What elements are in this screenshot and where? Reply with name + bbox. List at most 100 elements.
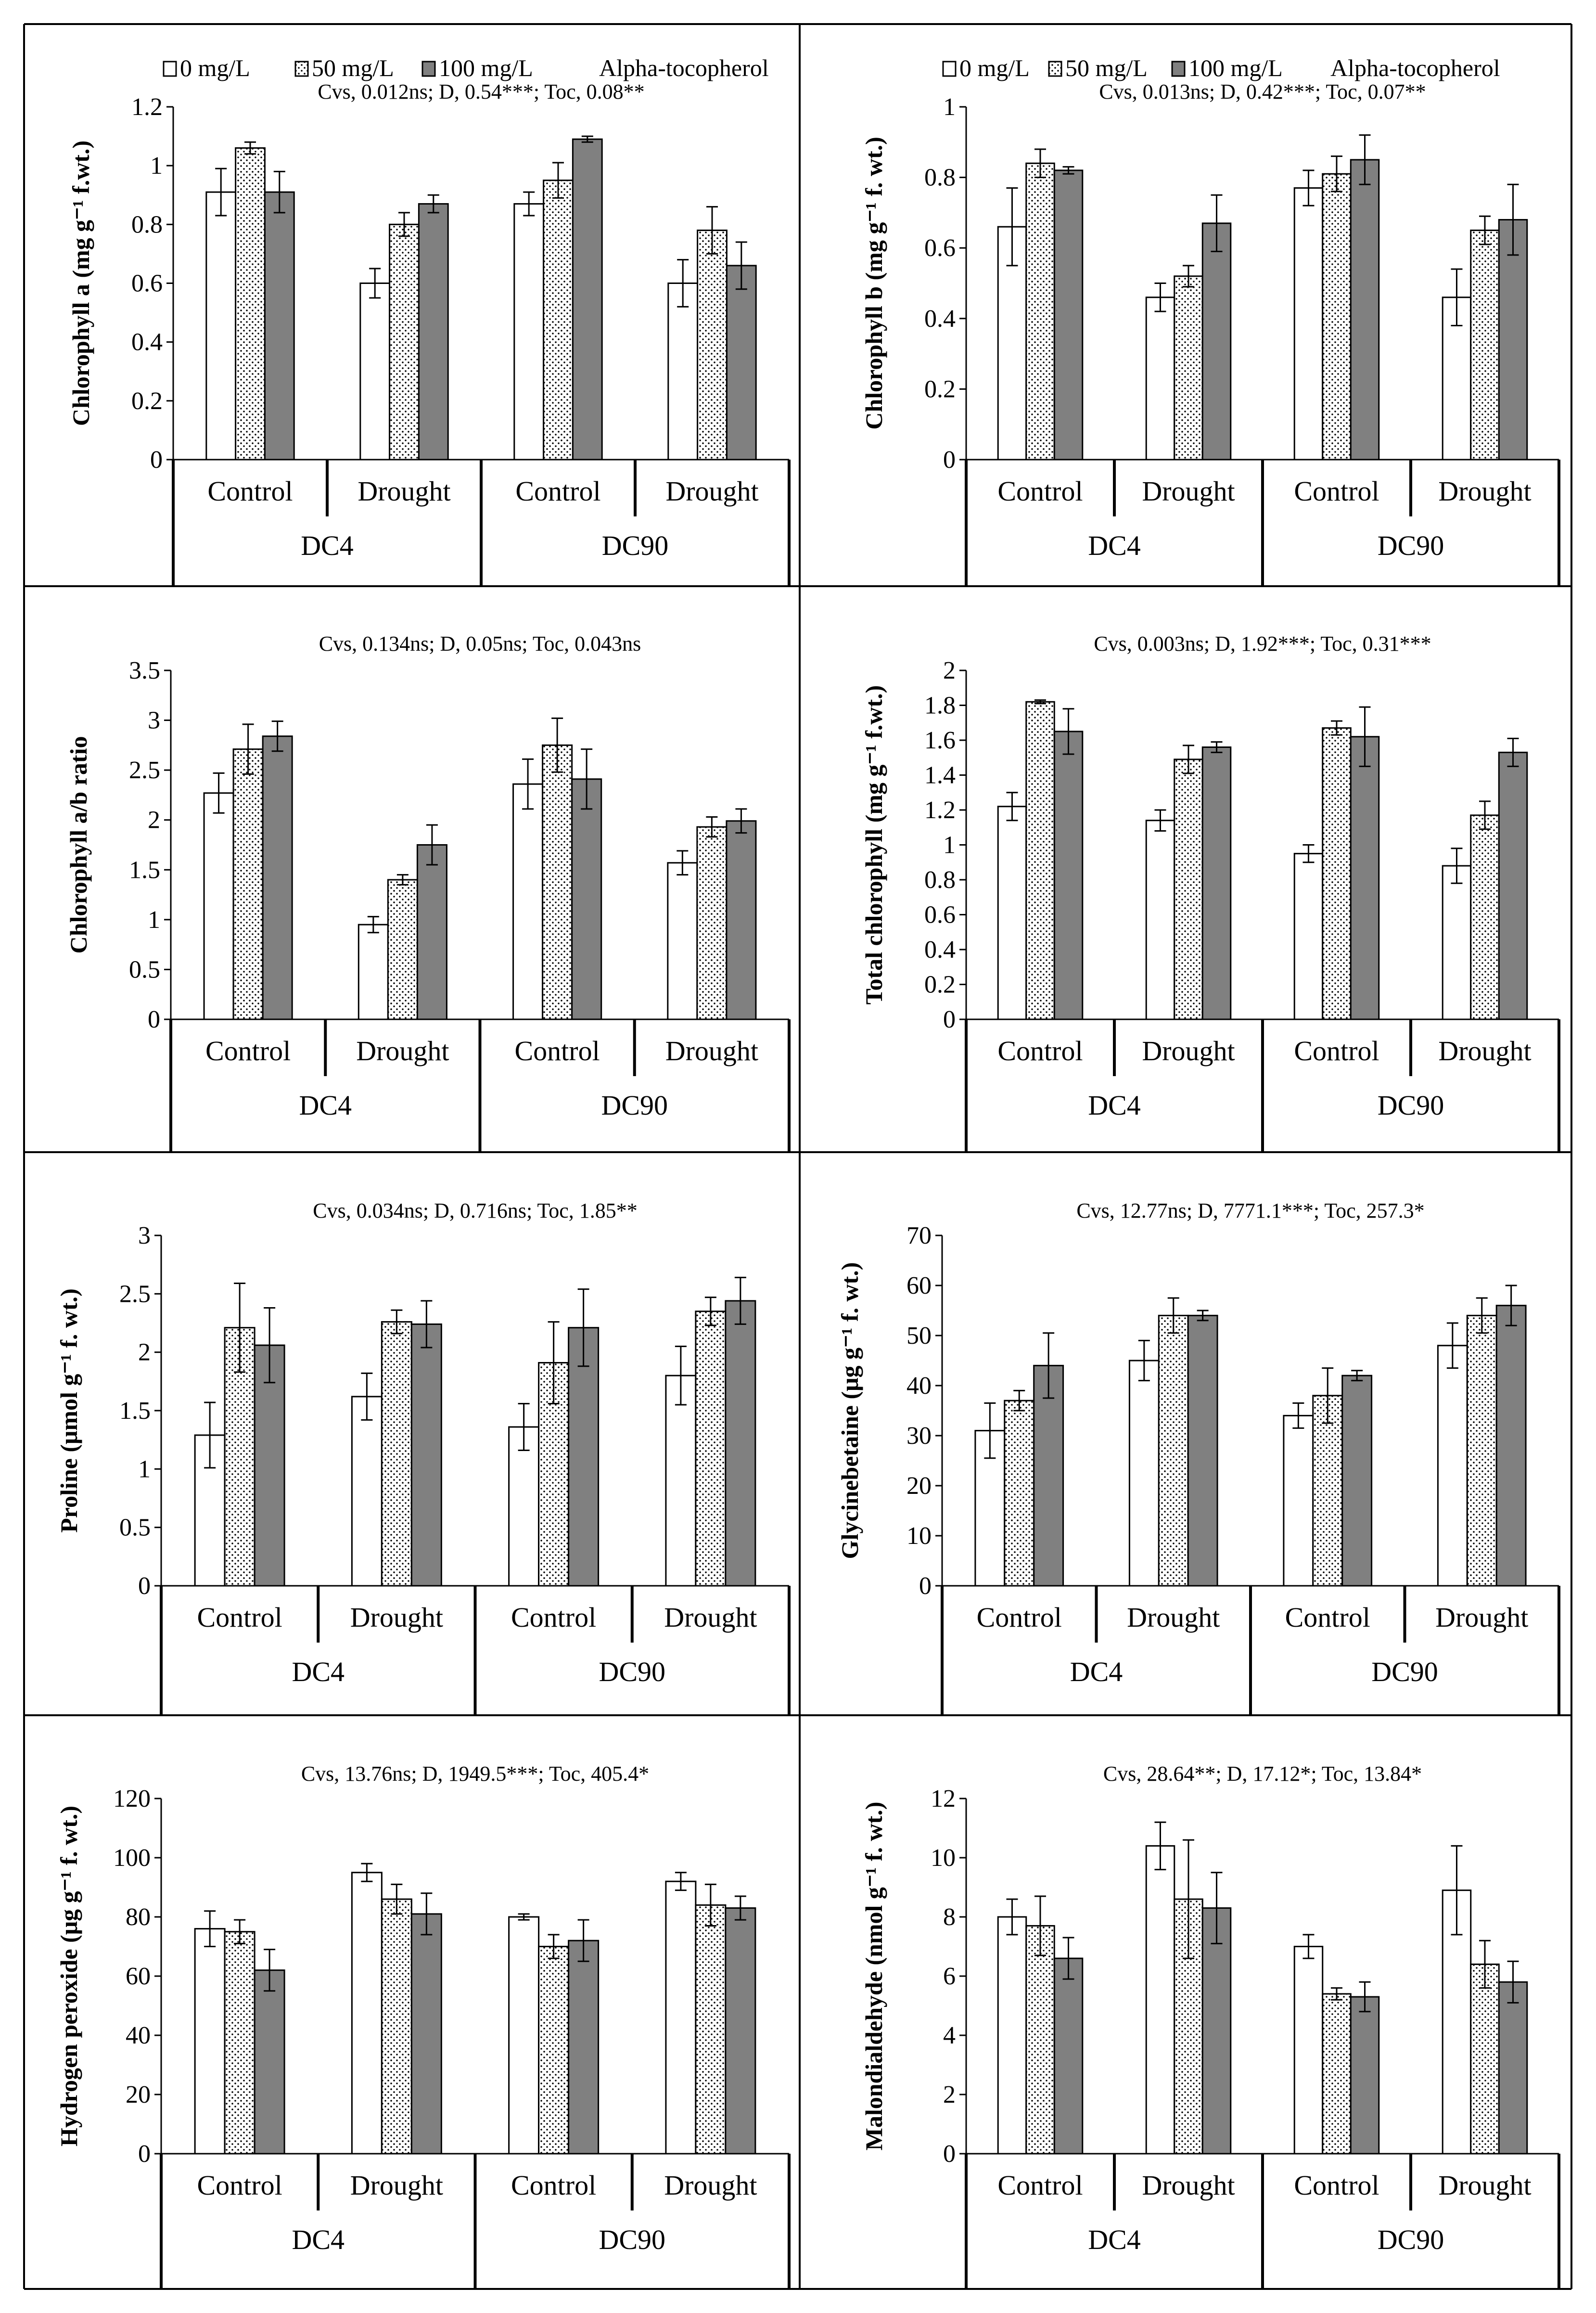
y-tick-label: 10	[931, 1844, 956, 1872]
bar-100mgl	[1350, 736, 1380, 1020]
y-tick-label: 0.4	[924, 936, 956, 964]
bar-50mgl	[1322, 1993, 1352, 2155]
bar-0mgl	[351, 1396, 383, 1587]
bar-0mgl	[1128, 1360, 1160, 1587]
bar-50mgl	[381, 1321, 412, 1587]
legend-swatch-0mg	[942, 61, 957, 77]
y-axis-label: Chlorophyll a (mg g⁻¹ f.wt.)	[67, 141, 94, 426]
stats-annotation: Cvs, 0.034ns; D, 0.716ns; Toc, 1.85**	[313, 1199, 637, 1222]
bar-50mgl	[389, 223, 420, 461]
category-label: Control	[511, 1602, 596, 1633]
panel-borders	[23, 23, 1572, 2290]
bar-50mgl	[696, 826, 728, 1020]
bar-0mgl	[1283, 1414, 1314, 1587]
y-tick-label: 10	[907, 1522, 932, 1550]
y-tick-label: 0.8	[924, 164, 956, 192]
chart-panel-2: Cvs, 0.013ns; D, 0.42***; Toc, 0.07** 0 0.…	[860, 80, 1560, 586]
chart-panel-8: Cvs, 28.64**; D, 17.12*; Toc, 13.84* 0 2 4 6…	[860, 1762, 1560, 2289]
y-tick-label: 0	[919, 1572, 932, 1600]
bar-50mgl	[1312, 1395, 1343, 1587]
y-tick-label: 4	[943, 2022, 956, 2049]
bar-0mgl	[1145, 296, 1175, 461]
category-label: Drought	[350, 2170, 443, 2201]
legend-label-50mg: 50 mg/L	[312, 54, 394, 81]
legend-swatch-0mg	[163, 61, 177, 77]
bar-50mgl	[381, 1898, 412, 2155]
bar-0mgl	[665, 1880, 697, 2155]
category-label: Drought	[665, 475, 758, 507]
bar-50mgl	[538, 1946, 570, 2155]
bar-0mgl	[513, 203, 545, 461]
bar-100mgl	[418, 203, 449, 461]
y-tick-label: 1	[943, 93, 956, 121]
y-tick-label: 2	[943, 2081, 956, 2108]
bar-100mgl	[1350, 1996, 1380, 2155]
y-tick-label: 0.6	[924, 234, 956, 262]
bar-100mgl	[725, 1300, 756, 1587]
y-tick-label: 50	[907, 1322, 932, 1349]
category-label: Control	[1294, 1035, 1379, 1067]
legend-title: Alpha-tocopherol	[1330, 54, 1500, 81]
group-label: DC4	[292, 2224, 345, 2255]
y-tick-label: 1	[148, 906, 160, 934]
y-axis-label: Hydrogen peroxide (μg g⁻¹ f. wt.)	[55, 1806, 82, 2146]
y-tick-label: 2	[148, 807, 160, 834]
bar-100mgl	[1341, 1375, 1373, 1587]
bar-100mgl	[416, 844, 447, 1020]
bar-100mgl	[725, 1907, 756, 2155]
y-tick-label: 70	[907, 1222, 932, 1249]
group-label: DC4	[1070, 1656, 1123, 1687]
group-label: DC90	[1378, 2224, 1444, 2255]
bar-50mgl	[1025, 1925, 1055, 2155]
bar-0mgl	[997, 806, 1027, 1020]
bar-100mgl	[410, 1323, 442, 1587]
y-axis-label: Malondialdehyde (nmol g⁻¹ f. wt.)	[860, 1802, 887, 2151]
category-label: Drought	[1438, 2170, 1531, 2201]
y-tick-label: 0.6	[924, 901, 956, 929]
bar-100mgl	[726, 820, 757, 1020]
y-tick-label: 60	[907, 1272, 932, 1299]
stats-annotation: Cvs, 0.003ns; D, 1.92***; Toc, 0.31***	[1094, 632, 1431, 655]
y-tick-label: 0	[138, 2140, 151, 2168]
bar-0mgl	[1293, 853, 1324, 1020]
bar-0mgl	[203, 792, 234, 1020]
y-tick-label: 0.8	[924, 866, 956, 894]
y-axis-label: Chlorophyll a/b ratio	[65, 736, 92, 954]
group-label: DC4	[1088, 2224, 1141, 2255]
group-label: DC4	[299, 1090, 352, 1121]
group-label: DC4	[1088, 530, 1141, 561]
bar-100mgl	[1053, 1957, 1084, 2155]
bar-50mgl	[697, 230, 728, 461]
y-tick-label: 0	[943, 2140, 956, 2168]
bar-0mgl	[1293, 1946, 1324, 2155]
y-tick-label: 30	[907, 1422, 932, 1450]
y-tick-label: 1.2	[131, 93, 163, 121]
bar-100mgl	[1201, 1907, 1232, 2155]
category-label: Drought	[665, 1035, 758, 1067]
bar-0mgl	[1442, 865, 1472, 1020]
bar-100mgl	[726, 265, 757, 461]
stats-annotation: Cvs, 0.013ns; D, 0.42***; Toc, 0.07**	[1099, 80, 1426, 103]
category-label: Control	[515, 475, 600, 507]
category-label: Drought	[1142, 2170, 1235, 2201]
bar-100mgl	[1350, 159, 1380, 461]
y-tick-label: 40	[126, 2022, 151, 2049]
y-axis-label: Proline (μmol g⁻¹ f. wt.)	[55, 1288, 82, 1533]
category-label: Control	[515, 1035, 600, 1067]
y-tick-label: 0.4	[924, 305, 956, 333]
chart-panel-5: Cvs, 0.034ns; D, 0.716ns; Toc, 1.85** 0 0.…	[55, 1199, 791, 1715]
legend-label-50mg: 50 mg/L	[1065, 54, 1148, 81]
y-tick-label: 3	[148, 707, 160, 734]
category-label: Control	[1285, 1602, 1370, 1633]
y-tick-label: 0	[148, 1006, 160, 1033]
category-label: Drought	[1435, 1602, 1528, 1633]
chart-panel-4: Cvs, 0.003ns; D, 1.92***; Toc, 0.31*** 0 0…	[860, 632, 1560, 1152]
bar-50mgl	[543, 180, 574, 461]
bar-100mgl	[1053, 731, 1084, 1020]
y-tick-label: 40	[907, 1372, 932, 1400]
bar-100mgl	[410, 1913, 442, 2155]
y-tick-label: 2.5	[129, 757, 160, 784]
bar-50mgl	[1466, 1314, 1497, 1587]
bar-50mgl	[387, 879, 418, 1020]
category-label: Control	[197, 2170, 282, 2201]
